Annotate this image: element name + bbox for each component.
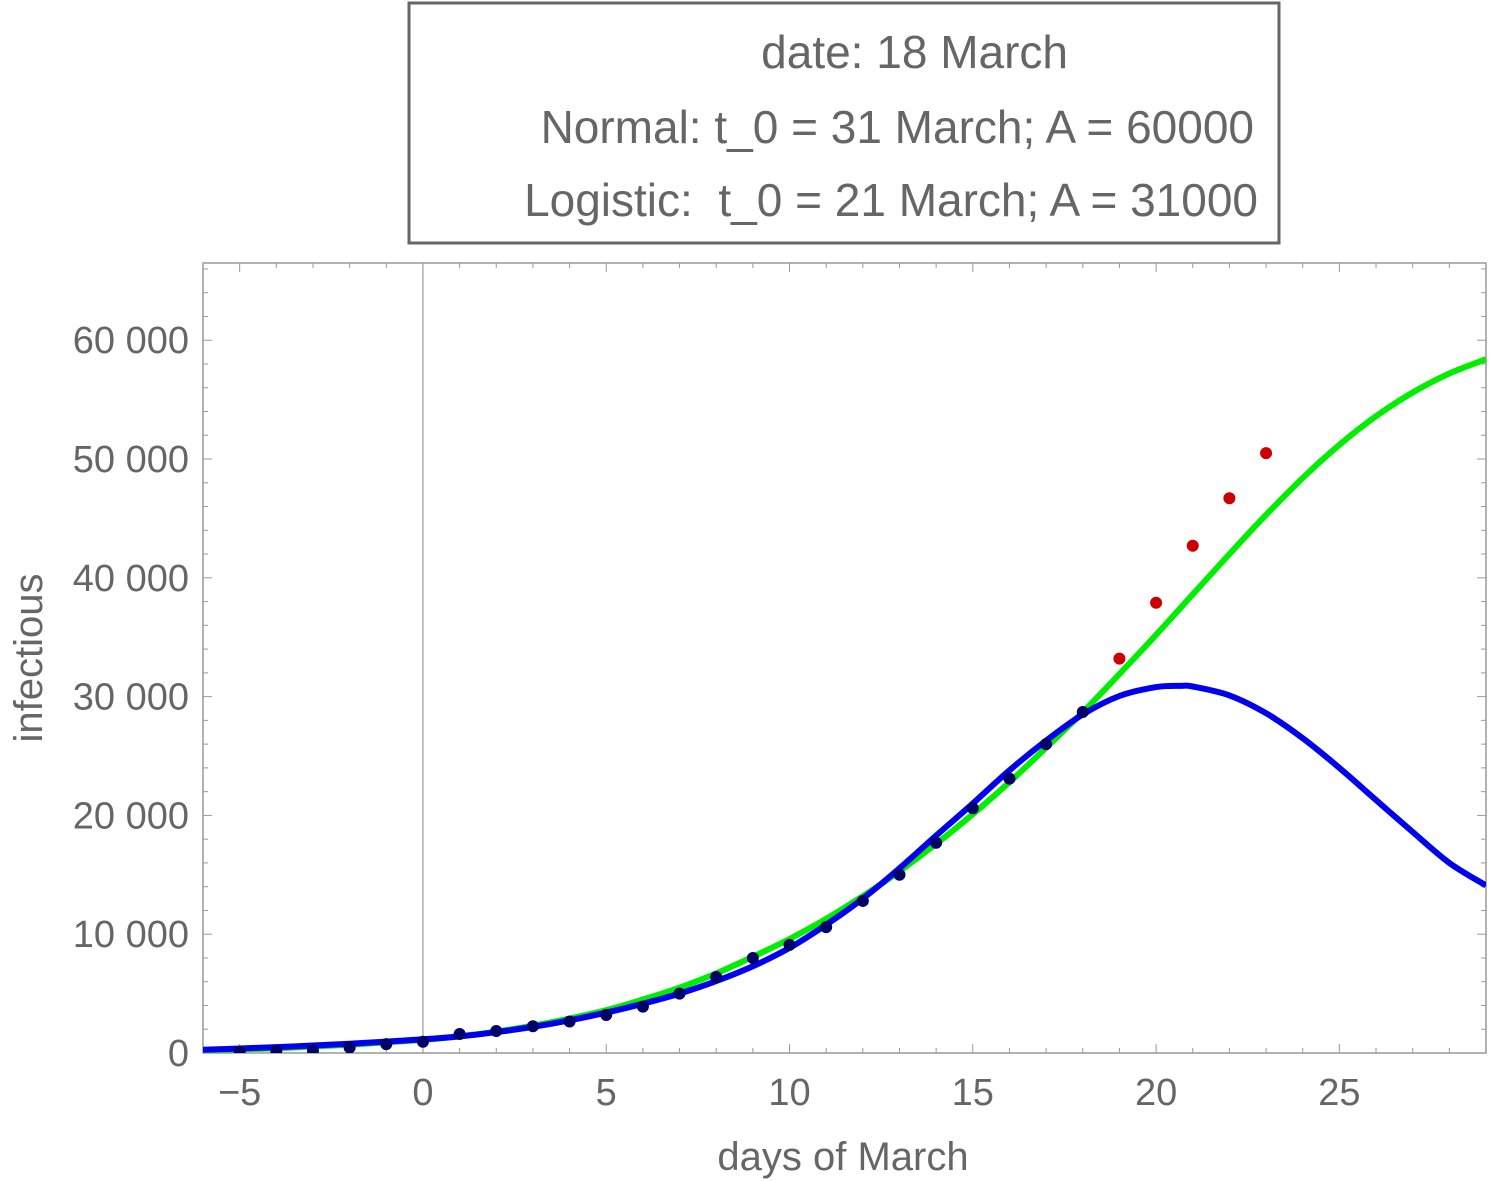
- observed-point: [343, 1041, 356, 1053]
- later-observed-point: [1113, 652, 1126, 665]
- later-observed-point: [1260, 447, 1273, 460]
- legend-line-date: date: 18 March: [761, 26, 1068, 78]
- observed-point: [783, 938, 796, 951]
- y-tick-label: 10 000: [73, 914, 189, 956]
- plot-area: −5 0 5 10 15 20 25 0 10 000 20 000 30 000 40 000 50 …: [73, 262, 1487, 1114]
- x-tick-label: 10: [768, 1072, 810, 1114]
- y-tick-label: 40 000: [73, 558, 189, 600]
- y-tick-label: 30 000: [73, 677, 189, 719]
- legend-box: date: 18 March Normal: t_0 = 31 March; A…: [407, 1, 1281, 245]
- legend-frame: [407, 1, 1281, 245]
- observed-point: [563, 1015, 576, 1028]
- y-tick-label: 20 000: [73, 795, 189, 837]
- normal-fit-line: [203, 356, 1486, 1053]
- legend-line-logistic: Logistic: t_0 = 21 March; A = 31000: [524, 174, 1258, 226]
- observed-point: [673, 987, 686, 1000]
- observed-point: [526, 1020, 539, 1033]
- x-axis-title: days of March: [717, 1135, 968, 1179]
- observed-point: [710, 970, 723, 983]
- y-tick-label: 0: [168, 1033, 189, 1075]
- series-group: [203, 356, 1486, 1053]
- observed-point: [416, 1035, 429, 1048]
- x-tick-label: 20: [1135, 1072, 1177, 1114]
- later-observed-point: [1223, 492, 1236, 505]
- observed-point: [930, 836, 943, 849]
- later-observed-point: [1150, 596, 1163, 609]
- observed-point: [1003, 772, 1016, 785]
- observed-point: [490, 1025, 503, 1038]
- x-tick-label: 0: [412, 1072, 433, 1114]
- observed-point: [270, 1045, 283, 1053]
- observed-point: [636, 1000, 649, 1013]
- plot-frame: [202, 262, 1487, 1054]
- observed-point: [746, 951, 759, 964]
- observed-point: [380, 1038, 393, 1051]
- observed-point: [453, 1027, 466, 1040]
- observed-point: [600, 1008, 613, 1021]
- y-axis-title: infectious: [7, 574, 51, 743]
- observed-point: [820, 921, 833, 934]
- observed-point: [1040, 738, 1053, 751]
- observed-point: [966, 802, 979, 815]
- legend-line-normal: Normal: t_0 = 31 March; A = 60000: [541, 101, 1254, 153]
- later-observed-point: [1186, 539, 1199, 552]
- observed-point: [856, 894, 869, 907]
- logistic-fit-line: [203, 682, 1486, 1053]
- x-tick-label: 25: [1318, 1072, 1360, 1114]
- observed-point: [306, 1044, 319, 1053]
- x-tick-label: 5: [596, 1072, 617, 1114]
- observed-point: [233, 1045, 246, 1053]
- y-tick-label: 50 000: [73, 439, 189, 481]
- x-tick-label: 15: [952, 1072, 994, 1114]
- observed-point: [1076, 706, 1089, 719]
- observed-point: [893, 868, 906, 881]
- y-tick-label: 60 000: [73, 320, 189, 362]
- x-tick-label: −5: [218, 1072, 261, 1114]
